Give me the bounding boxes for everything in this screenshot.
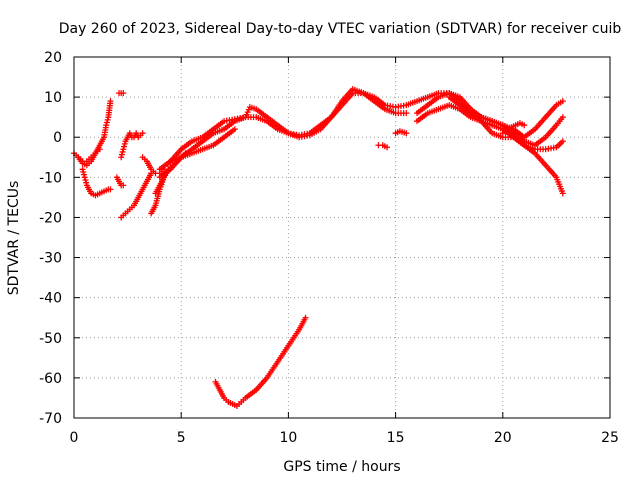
grid-layer [74, 57, 610, 418]
y-tick-label: -60 [39, 371, 62, 387]
data-point-marker [79, 166, 86, 173]
data-point-marker [403, 110, 410, 117]
y-tick-label: -40 [39, 291, 62, 307]
data-point-marker [118, 151, 125, 158]
data-point-marker [118, 154, 125, 161]
y-tick-label: -20 [39, 210, 62, 226]
series-arc-n [375, 142, 391, 151]
x-tick-label: 10 [279, 430, 297, 446]
data-point-marker [231, 126, 238, 133]
chart-title: Day 260 of 2023, Sidereal Day-to-day VTE… [59, 21, 622, 37]
series-arc-s [499, 120, 528, 137]
y-tick-label: 0 [53, 130, 62, 146]
x-axis-label: GPS time / hours [283, 459, 400, 475]
series-arc-g [118, 170, 155, 221]
data-point-marker [107, 98, 114, 105]
data-point-marker [139, 130, 146, 137]
data-point-marker [120, 90, 127, 97]
series-arc-c [79, 166, 114, 199]
y-tick-label: -30 [39, 251, 62, 267]
data-point-marker [83, 179, 90, 186]
data-point-marker [559, 98, 566, 105]
data-point-marker [103, 119, 110, 126]
series-arc-f [118, 130, 146, 161]
data-point-marker [403, 130, 410, 137]
series-arc-o [392, 128, 410, 137]
tick-layer: 0 5 10 15 20 25 20 10 0 -10 -20 -30 -40 -50 -60 -70 [39, 50, 619, 446]
y-tick-label: -10 [39, 170, 62, 186]
series-arc-m [167, 126, 238, 165]
y-axis-label: SDTVAR / TECUs [6, 181, 22, 296]
series-arc-p [414, 102, 566, 153]
series-arc-d [116, 90, 127, 97]
data-point-marker [521, 122, 528, 129]
x-tick-label: 15 [387, 430, 405, 446]
data-point-marker [559, 114, 566, 121]
data-point-marker [80, 168, 87, 175]
data-point-marker [81, 171, 88, 178]
data-point-marker [121, 143, 128, 150]
data-point-marker [559, 190, 566, 197]
data-point-marker [82, 177, 89, 184]
data-point-marker [302, 314, 309, 321]
data-point-marker [107, 186, 114, 193]
series-arc-h [139, 154, 168, 177]
data-point-marker [384, 144, 391, 151]
series-arc-r [446, 94, 566, 141]
data-point-marker [121, 140, 128, 147]
data-marks [71, 86, 566, 409]
plot-frame [73, 56, 611, 419]
data-point-marker [104, 116, 111, 123]
data-point-marker [120, 182, 127, 189]
y-tick-label: 20 [44, 50, 62, 66]
x-tick-label: 5 [177, 430, 186, 446]
x-tick-label: 25 [601, 430, 619, 446]
x-tick-label: 20 [494, 430, 512, 446]
data-point-marker [120, 146, 127, 153]
series-arc-b [75, 98, 114, 165]
y-tick-label: 10 [44, 90, 62, 106]
series-arc-t [212, 314, 309, 409]
x-tick-label: 0 [70, 430, 79, 446]
data-point-marker [119, 148, 126, 155]
y-tick-label: -50 [39, 331, 62, 347]
series-arc-e [113, 174, 127, 189]
y-tick-label: -70 [39, 411, 62, 427]
data-point-marker [559, 138, 566, 145]
data-point-marker [103, 122, 110, 129]
data-point-marker [81, 174, 88, 181]
